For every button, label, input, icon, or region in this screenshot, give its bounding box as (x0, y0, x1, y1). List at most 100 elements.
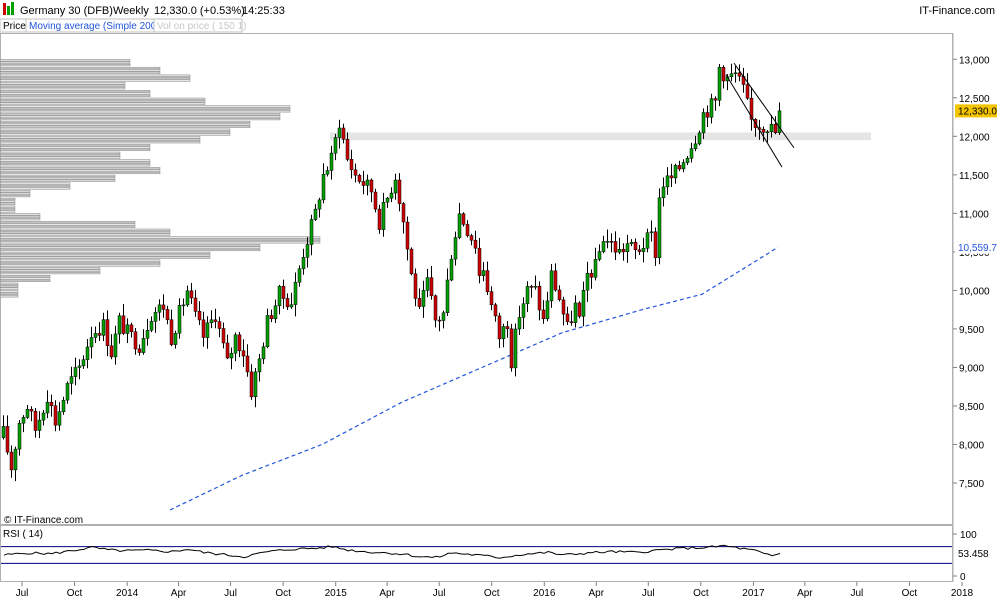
volume-profile-bar (0, 213, 41, 216)
candle (41, 410, 46, 426)
candle (25, 405, 30, 419)
volume-profile-bar (0, 241, 321, 244)
candle (305, 237, 310, 268)
rsi-tick-label: 100 (960, 530, 977, 541)
volume-profile-bar (0, 259, 161, 262)
volume-profile-bar (0, 64, 131, 67)
candle (57, 402, 62, 431)
volume-profile-bar (0, 228, 171, 231)
resistance-band (330, 132, 871, 141)
x-tick-label: Apr (797, 588, 813, 599)
candle (665, 167, 670, 195)
candle (689, 142, 694, 163)
volume-profile-bar (0, 272, 101, 275)
x-tick-label: Oct (693, 588, 709, 599)
volume-profile-bar (0, 90, 151, 93)
volume-profile-bar (0, 248, 261, 252)
candle (21, 415, 26, 433)
rsi-label[interactable]: RSI ( 14) (3, 529, 43, 540)
candle (97, 322, 102, 341)
candle (481, 262, 486, 282)
candle (609, 233, 614, 253)
candle (585, 261, 590, 302)
candle (713, 96, 718, 111)
volume-profile-bar (0, 233, 171, 236)
candle (465, 220, 470, 238)
candle (633, 238, 638, 259)
volume-profile-bar (0, 87, 126, 90)
candle (1, 415, 6, 440)
candle (105, 310, 110, 357)
volume-profile-bar (0, 179, 116, 182)
candle (385, 196, 390, 208)
candle (621, 243, 626, 261)
candle (249, 364, 254, 400)
volume-profile-bar (0, 205, 16, 208)
candle (749, 87, 754, 131)
candle (17, 420, 22, 456)
watermark: © IT-Finance.com (4, 515, 83, 526)
candle (409, 247, 414, 276)
candle (457, 202, 462, 240)
candle (561, 296, 566, 326)
candle (169, 309, 174, 347)
volume-profile-bar (0, 215, 41, 218)
x-tick-label: Oct (902, 588, 918, 599)
candle (61, 396, 66, 415)
rsi-tick-label: 0 (960, 572, 966, 583)
candle (5, 415, 10, 455)
y-tick-label: 7,500 (959, 479, 984, 490)
candle (117, 312, 122, 344)
legend-vol[interactable]: Vol on price ( 150 1) (157, 21, 247, 32)
timeframe-label[interactable]: Weekly (113, 5, 149, 17)
legend-ma[interactable]: Moving average (Simple 200) (29, 21, 160, 32)
instrument-icon[interactable] (3, 2, 14, 15)
volume-profile-bar (0, 79, 191, 82)
x-tick-label: Jul (224, 588, 237, 599)
candle (301, 248, 306, 275)
volume-profile-bar (0, 154, 121, 157)
x-tick-label: Apr (171, 588, 187, 599)
volume-profile-bar (0, 92, 151, 95)
candle (257, 354, 262, 382)
volume-profile-bar (0, 244, 261, 247)
candle (77, 359, 82, 380)
rsi-line (3, 544, 781, 559)
candle (577, 301, 582, 319)
candle (669, 163, 674, 187)
candle (297, 265, 302, 287)
volume-profile-bar (0, 159, 151, 162)
candle (657, 188, 662, 265)
candle (477, 238, 482, 284)
legend-vol-box[interactable] (153, 18, 243, 33)
volume-profile (0, 59, 321, 298)
volume-profile-bar (0, 113, 281, 116)
candle (177, 298, 182, 339)
volume-profile-bar (0, 238, 321, 241)
volume-profile-bar (0, 97, 206, 100)
rsi-badge-text: 53.458 (958, 549, 989, 560)
volume-profile-bar (0, 256, 211, 259)
instrument-name[interactable]: Germany 30 (DFB) (20, 5, 113, 17)
candle (121, 304, 126, 335)
candle (133, 328, 138, 355)
brand-label[interactable]: IT-Finance.com (919, 5, 995, 17)
volume-profile-bar (0, 125, 251, 128)
candle (661, 177, 666, 207)
volume-profile-bar (0, 177, 116, 180)
candle (493, 302, 498, 322)
volume-profile-bar (0, 110, 291, 113)
candle (313, 204, 318, 221)
candle (745, 73, 750, 100)
candle (733, 66, 738, 83)
candle (113, 325, 118, 365)
candle (269, 309, 274, 323)
candle (181, 298, 186, 316)
price-badge-box (955, 104, 997, 118)
candle (337, 119, 342, 149)
candle (33, 408, 38, 438)
candle (717, 64, 722, 107)
candle (157, 299, 162, 321)
legend-price[interactable]: Price (3, 21, 26, 32)
